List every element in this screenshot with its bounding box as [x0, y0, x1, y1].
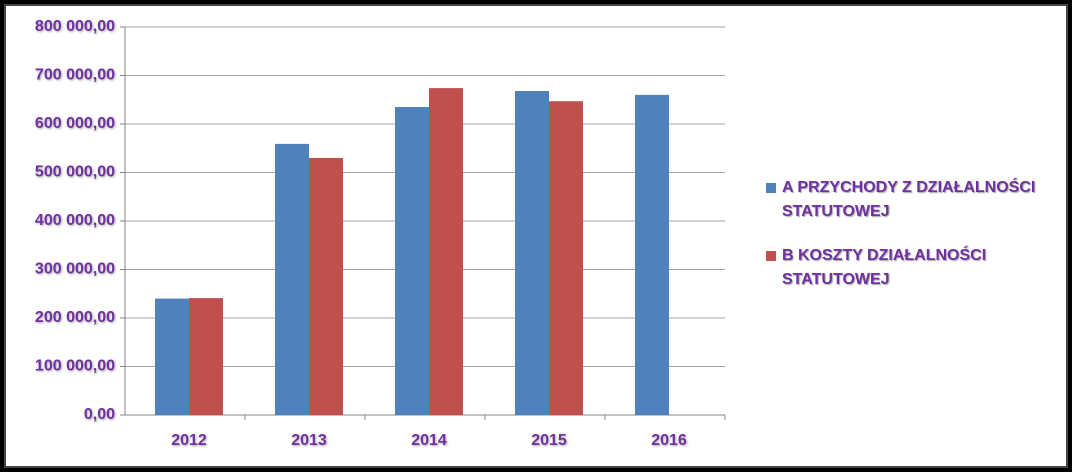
x-tick-label: 2012 [171, 432, 207, 449]
legend-item: A PRZYCHODY Z DZIAŁALNOŚCI STATUTOWEJ [766, 176, 1072, 224]
bar [429, 88, 463, 416]
bar [189, 298, 223, 415]
bar [395, 107, 429, 416]
legend-label: A PRZYCHODY Z DZIAŁALNOŚCI STATUTOWEJ [782, 179, 1036, 220]
y-tick-label: 500 000,00 [35, 164, 115, 181]
x-tick-label: 2015 [531, 432, 567, 449]
legend-label: B KOSZTY DZIAŁALNOŚCI STATUTOWEJ [782, 247, 987, 288]
y-tick-label: 100 000,00 [35, 358, 115, 375]
y-tick-label: 700 000,00 [35, 67, 115, 84]
bar [275, 143, 309, 415]
y-tick-label: 400 000,00 [35, 212, 115, 229]
y-tick-label: 300 000,00 [35, 261, 115, 278]
bar [309, 157, 343, 415]
y-tick-label: 0,00 [84, 406, 115, 423]
bar [515, 91, 549, 416]
bar [635, 94, 669, 416]
chart: 0,00 100 000,00 200 000,00 300 000,00 400 00… [35, 18, 726, 449]
legend-swatch [766, 183, 776, 193]
y-tick-label: 800 000,00 [35, 18, 115, 35]
legend-swatch [766, 251, 776, 261]
y-tick-label: 600 000,00 [35, 115, 115, 132]
chart-frame: 0,00 100 000,00 200 000,00 300 000,00 400 00… [4, 4, 1068, 468]
x-tick-label: 2013 [291, 432, 327, 449]
y-tick-label: 200 000,00 [35, 309, 115, 326]
x-tick-label: 2014 [411, 432, 447, 449]
legend-item: B KOSZTY DZIAŁALNOŚCI STATUTOWEJ [766, 244, 1072, 292]
bar [549, 101, 583, 415]
x-tick-label: 2016 [651, 432, 687, 449]
bar [155, 298, 189, 415]
